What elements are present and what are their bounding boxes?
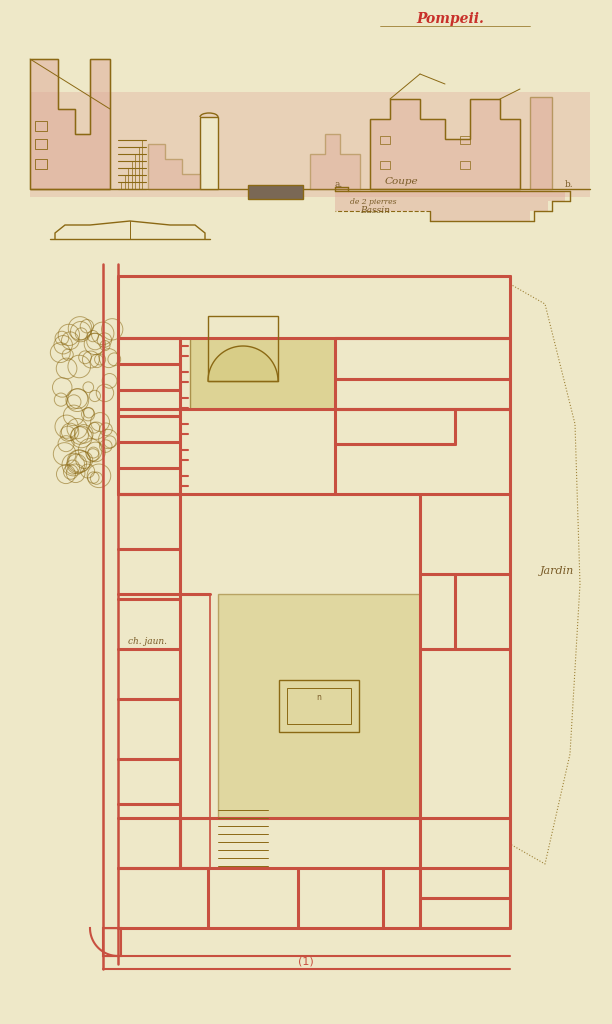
Polygon shape bbox=[208, 346, 278, 381]
Bar bbox=[190, 338, 335, 409]
Text: n: n bbox=[316, 693, 321, 702]
Bar bbox=[30, 92, 590, 197]
Bar bbox=[287, 688, 351, 724]
Text: a.: a. bbox=[335, 180, 343, 189]
Text: (1): (1) bbox=[298, 957, 314, 967]
Polygon shape bbox=[310, 134, 360, 189]
Bar bbox=[460, 161, 470, 169]
Bar bbox=[460, 136, 470, 144]
Bar bbox=[530, 97, 552, 189]
Text: b.: b. bbox=[565, 180, 573, 189]
Polygon shape bbox=[148, 144, 200, 189]
Bar bbox=[35, 159, 47, 169]
Text: ch. jaun.: ch. jaun. bbox=[128, 637, 167, 646]
Bar bbox=[248, 185, 303, 199]
Text: Jardin: Jardin bbox=[540, 566, 574, 575]
Bar bbox=[208, 316, 278, 381]
Text: de 2 pierres: de 2 pierres bbox=[350, 198, 397, 206]
Text: Coupe: Coupe bbox=[385, 177, 419, 186]
Bar bbox=[380, 161, 390, 169]
Bar bbox=[218, 594, 420, 818]
Bar bbox=[35, 139, 47, 150]
Bar bbox=[200, 117, 218, 189]
Polygon shape bbox=[370, 99, 520, 189]
Text: Bassin: Bassin bbox=[360, 206, 390, 215]
Bar bbox=[279, 680, 359, 732]
Polygon shape bbox=[335, 187, 565, 221]
Bar bbox=[380, 136, 390, 144]
Text: Pompeii.: Pompeii. bbox=[416, 12, 484, 26]
Bar bbox=[103, 928, 121, 956]
Bar bbox=[35, 121, 47, 131]
Polygon shape bbox=[30, 59, 110, 189]
